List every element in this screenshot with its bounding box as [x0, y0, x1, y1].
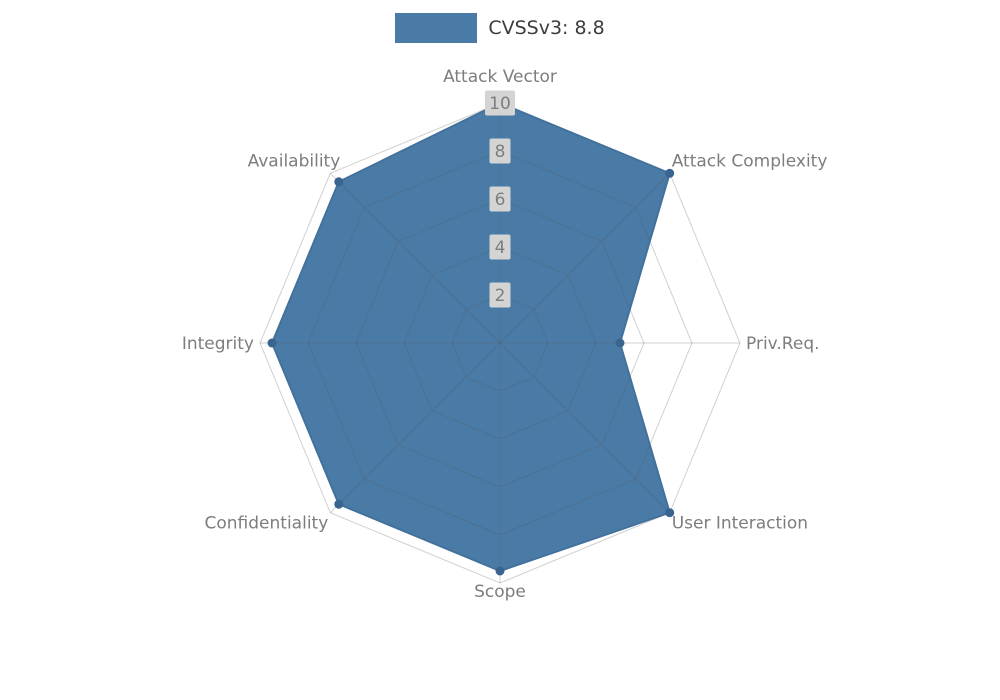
tick-label-box	[485, 90, 515, 116]
axis-label-confidentiality: Confidentiality	[205, 514, 329, 534]
grid-ring	[355, 198, 645, 488]
tick-label-box	[489, 234, 511, 260]
tick-label-box	[489, 138, 511, 164]
series-vertex-dot	[615, 338, 625, 348]
axis-label-priv-req: Priv.Req.	[746, 334, 820, 354]
axis-label-availability: Availability	[248, 151, 341, 171]
series-vertex-dot	[334, 499, 344, 509]
legend-label: CVSSv3: 8.8	[488, 17, 605, 39]
tick-label: 2	[495, 286, 506, 306]
grid-ring	[403, 246, 597, 440]
series-area	[272, 103, 670, 571]
series-vertex-dot	[495, 566, 505, 576]
tick-label: 6	[495, 190, 506, 210]
tick-label: 8	[495, 142, 506, 162]
series-vertex-dot	[267, 338, 277, 348]
axis-label-integrity: Integrity	[182, 334, 254, 354]
grid-ring	[307, 150, 693, 536]
grid-ring	[259, 102, 741, 584]
legend[interactable]: CVSSv3: 8.8	[0, 13, 1000, 43]
tick-label-box	[489, 186, 511, 212]
tick-label: 10	[489, 94, 511, 114]
legend-swatch-icon	[395, 13, 478, 43]
tick-label: 4	[495, 238, 506, 258]
grid-spoke	[329, 342, 501, 514]
axis-label-scope: Scope	[474, 582, 526, 602]
series-vertex-dot	[665, 508, 675, 518]
grid-spoke	[499, 172, 671, 344]
grid-spoke	[499, 342, 671, 514]
series-vertex-dot	[665, 168, 675, 178]
axis-label-user-interaction: User Interaction	[672, 514, 808, 534]
axis-label-attack-vector: Attack Vector	[443, 67, 557, 87]
grid-spoke	[329, 172, 501, 344]
series-vertex-dot	[334, 177, 344, 187]
tick-label-box	[489, 282, 511, 308]
axis-label-attack-complexity: Attack Complexity	[672, 151, 828, 171]
grid-ring	[451, 294, 549, 392]
